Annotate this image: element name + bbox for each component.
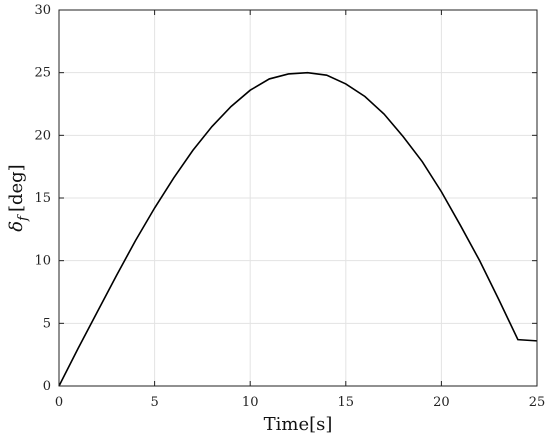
y-tick-label: 30 <box>34 3 51 18</box>
grid-lines <box>58 9 538 387</box>
y-tick-label: 20 <box>34 128 51 143</box>
y-tick-label: 15 <box>34 191 51 206</box>
x-tick-label: 10 <box>242 395 259 410</box>
y-tick-labels: 0 5 10 15 20 25 30 <box>34 3 51 394</box>
y-axis-label: δf [deg] <box>6 164 31 231</box>
plot-frame <box>58 9 538 387</box>
y-axis-label-symbol: δ <box>6 221 27 232</box>
x-tick-label: 15 <box>338 395 355 410</box>
y-axis-label-subscript: f <box>16 214 31 222</box>
x-tick-label: 25 <box>529 395 546 410</box>
x-tick-label: 0 <box>55 395 63 410</box>
y-tick-label: 10 <box>34 254 51 269</box>
series-line <box>58 71 538 387</box>
x-tick-label: 20 <box>433 395 450 410</box>
x-tick-label: 5 <box>150 395 158 410</box>
y-tick-label: 25 <box>34 66 51 81</box>
y-tick-label: 5 <box>43 316 51 331</box>
y-tick-label: 0 <box>43 379 51 394</box>
y-axis-label-unit: [deg] <box>6 164 27 212</box>
x-tick-labels: 0 5 10 15 20 25 <box>55 395 545 410</box>
x-axis-label: Time[s] <box>264 414 333 435</box>
